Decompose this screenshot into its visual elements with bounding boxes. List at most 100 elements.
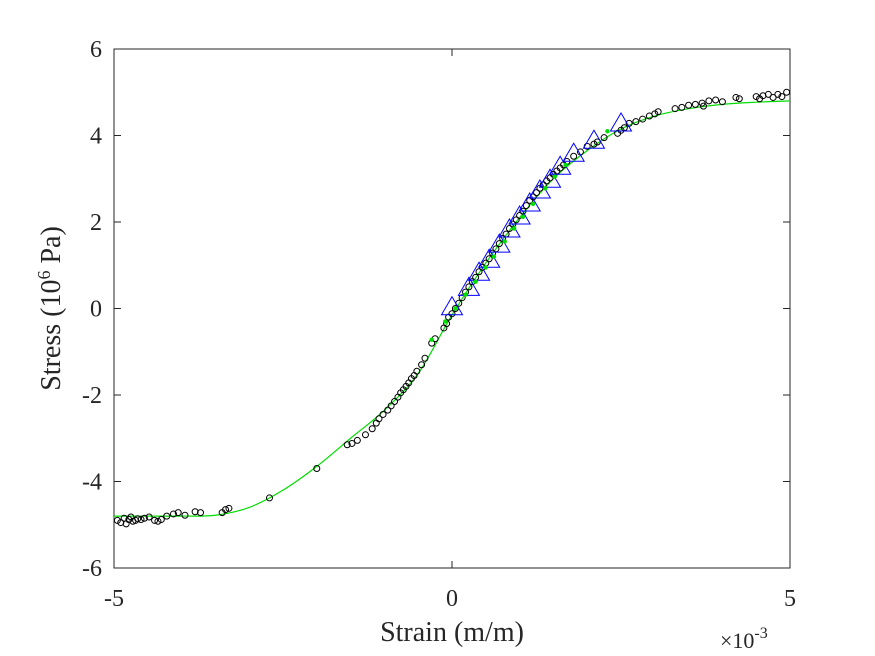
dot-point	[483, 265, 488, 270]
circle-point	[225, 504, 233, 512]
y-axis-label-superscript: 6	[34, 271, 54, 280]
circle-point	[522, 202, 530, 210]
dot-point	[429, 337, 434, 342]
circle-point	[465, 283, 473, 291]
circle-point	[632, 118, 640, 126]
circle-point	[413, 367, 421, 375]
circle-point	[265, 494, 273, 502]
circle-point	[157, 516, 165, 524]
circle-point	[691, 100, 699, 108]
x-axis-exponent-base: ×10	[720, 628, 754, 653]
circle-point	[485, 255, 493, 263]
circle-point	[654, 108, 662, 116]
y-tick-label: 4	[90, 124, 102, 150]
dot-point	[530, 201, 536, 207]
dot-points-layer	[429, 128, 610, 342]
circle-point	[600, 134, 608, 142]
dot-point	[511, 226, 517, 231]
x-axis-exponent: ×10-3	[720, 625, 768, 653]
circle-point	[533, 189, 540, 197]
circle-point	[375, 415, 383, 423]
circle-point	[418, 361, 426, 369]
circle-point	[353, 436, 361, 444]
circle-point	[348, 439, 356, 447]
y-axis-label: Stress (106 Pa)	[34, 226, 67, 391]
circle-point	[475, 268, 483, 276]
circle-point	[699, 102, 707, 110]
circle-point	[379, 410, 387, 418]
dot-point	[605, 128, 610, 134]
x-axis-label: Strain (m/m)	[380, 617, 524, 648]
circle-point	[712, 96, 720, 104]
triangle-point	[518, 192, 542, 212]
circle-point	[169, 510, 177, 518]
dot-point	[520, 214, 526, 220]
y-tick-label: -4	[82, 470, 102, 496]
dot-point	[563, 162, 568, 168]
x-axis-exponent-superscript: -3	[754, 625, 767, 642]
circle-point	[151, 516, 159, 524]
x-tick-label: -5	[104, 586, 124, 612]
triangle-point	[562, 142, 586, 162]
circle-point	[222, 506, 230, 514]
circle-point	[495, 240, 503, 248]
circle-point	[384, 406, 392, 414]
circle-point	[197, 509, 205, 517]
circle-point	[181, 511, 189, 519]
circle-point	[313, 465, 321, 473]
circle-point	[391, 397, 399, 405]
dot-point	[491, 254, 497, 259]
circle-point	[458, 294, 466, 302]
dot-point	[543, 186, 548, 191]
circle-point	[705, 97, 713, 105]
y-tick-label: -2	[82, 383, 102, 409]
triangle-point	[508, 204, 531, 225]
y-tick-label: 6	[90, 37, 102, 63]
x-tick-label: 0	[446, 586, 458, 612]
dot-point	[552, 174, 557, 179]
y-axis-label-pre: Stress (10	[36, 280, 67, 391]
y-axis-label-post: Pa)	[36, 226, 67, 270]
tick-labels: -5 0 5 -6 -4 -2 0 2 4 6	[82, 37, 796, 612]
x-tick-label: 5	[784, 586, 796, 612]
circle-point	[783, 88, 791, 96]
circle-point	[174, 509, 182, 517]
circle-point	[639, 115, 647, 123]
circle-point	[774, 90, 782, 98]
circle-point	[685, 101, 693, 109]
circle-point	[678, 103, 686, 111]
circle-point	[512, 216, 520, 224]
circle-point	[134, 515, 142, 523]
circle-point	[145, 513, 153, 521]
circle-point	[448, 310, 456, 318]
y-tick-label: -6	[82, 556, 102, 582]
tick-marks	[113, 48, 791, 569]
triangle-point	[467, 261, 491, 281]
circle-point	[368, 425, 376, 433]
dot-point	[473, 279, 478, 284]
triangle-point	[582, 129, 606, 149]
circle-point	[132, 516, 140, 524]
circle-point	[735, 95, 743, 103]
circle-point	[343, 441, 351, 449]
circle-point	[361, 431, 369, 439]
circle-point	[570, 152, 578, 160]
circle-point	[718, 98, 726, 106]
circle-point	[137, 516, 145, 524]
y-tick-label: 0	[90, 297, 102, 323]
dot-point	[502, 239, 507, 244]
circle-point	[387, 402, 395, 410]
dot-point	[453, 306, 458, 311]
circle-point	[421, 354, 429, 362]
circle-point	[127, 513, 135, 521]
dot-point	[443, 319, 448, 324]
triangle-point	[440, 295, 464, 316]
triangle-point	[609, 111, 633, 132]
circle-point	[778, 93, 786, 101]
y-tick-label: 2	[90, 210, 102, 236]
circle-point	[732, 93, 740, 101]
circle-point	[191, 508, 199, 516]
triangle-point	[457, 276, 481, 296]
